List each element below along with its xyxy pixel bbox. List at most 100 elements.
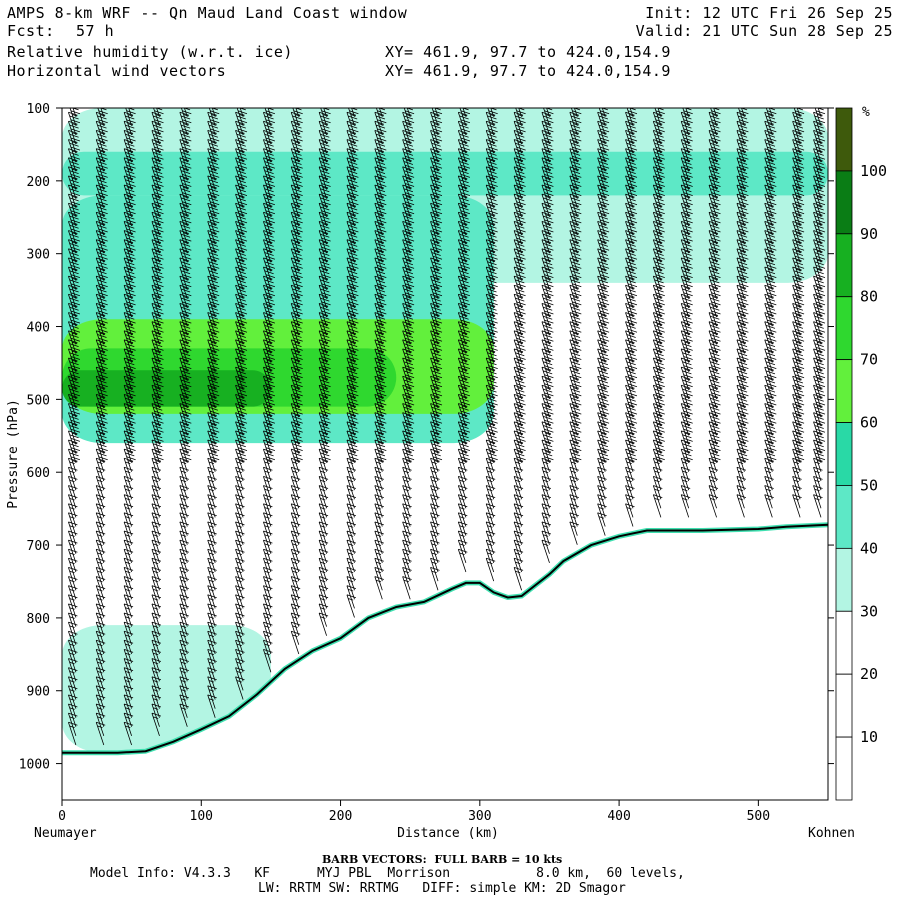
wind-barb: [513, 284, 526, 309]
wind-barb: [179, 284, 192, 309]
wind-barb: [457, 120, 471, 145]
wind-barb: [235, 130, 248, 154]
wind-barb: [346, 303, 359, 327]
wind-barb: [402, 375, 415, 400]
wind-barb: [374, 366, 387, 391]
wind-barb: [151, 557, 162, 582]
wind-barb: [625, 430, 638, 454]
wind-barb: [179, 239, 192, 263]
wind-barb: [123, 266, 136, 290]
wind-barb: [813, 157, 826, 181]
wind-barb: [680, 466, 691, 491]
wind-barb: [318, 466, 329, 491]
wind-barb: [792, 303, 805, 327]
wind-barb: [263, 639, 273, 664]
wind-barb: [430, 312, 443, 336]
wind-barb: [597, 130, 610, 154]
wind-barb: [792, 248, 805, 272]
wind-barb: [569, 366, 582, 391]
wind-barb: [625, 275, 638, 299]
wind-barb: [68, 193, 81, 218]
wind-barb: [597, 421, 610, 445]
wind-barb: [813, 348, 826, 372]
wind-barb: [513, 448, 526, 472]
wind-barb: [813, 394, 826, 418]
wind-barb: [680, 375, 693, 400]
wind-barb: [151, 457, 162, 482]
wind-barb: [374, 403, 387, 427]
wind-barb: [513, 503, 524, 527]
wind-barb: [597, 366, 610, 391]
wind-barb: [813, 457, 823, 482]
wind-barb: [207, 539, 217, 564]
wind-barb: [123, 321, 136, 345]
wind-barb: [95, 494, 106, 518]
wind-barb: [736, 175, 749, 199]
wind-barb: [569, 239, 582, 263]
wind-barb: [235, 111, 248, 136]
wind-barb: [374, 111, 387, 136]
wind-barb: [151, 248, 164, 272]
wind-barb: [263, 330, 276, 354]
wind-barb: [263, 275, 276, 299]
wind-barb: [68, 439, 81, 463]
wind-barb: [374, 330, 387, 354]
wind-barb: [235, 321, 248, 345]
wind-barb: [402, 421, 415, 445]
wind-barb: [764, 375, 777, 400]
wind-barb: [736, 257, 749, 281]
wind-barb: [736, 375, 749, 400]
wind-barb: [457, 439, 471, 463]
wind-barb: [318, 130, 331, 154]
wind-barb: [151, 275, 164, 299]
wind-barb: [708, 221, 721, 245]
wind-barb: [123, 703, 134, 727]
wind-barb: [430, 193, 443, 218]
wind-barb: [179, 321, 192, 345]
wind-barb: [290, 130, 303, 154]
wind-barb: [569, 166, 582, 190]
wind-barb: [235, 284, 248, 309]
wind-barb: [179, 421, 192, 445]
wind-barb: [736, 148, 749, 172]
wind-barb: [68, 676, 78, 700]
wind-barb: [179, 111, 192, 136]
model-info-line1: Model Info: V4.3.3 KF MYJ PBL Morrison 8…: [90, 866, 685, 881]
wind-barb: [485, 111, 498, 136]
wind-barb: [792, 466, 802, 491]
wind-barb: [235, 457, 245, 482]
wind-barb: [151, 230, 164, 254]
colorbar-tick-label: 10: [860, 728, 878, 746]
wind-barb: [513, 348, 526, 372]
x-tick-label: 500: [747, 809, 770, 824]
wind-barb: [402, 266, 415, 290]
wind-barb: [318, 166, 331, 190]
wind-barb: [430, 548, 440, 573]
wind-barb: [263, 384, 276, 409]
wind-barb: [290, 193, 303, 218]
wind-barb: [485, 457, 496, 482]
wind-barb: [513, 330, 526, 354]
wind-barb: [179, 512, 189, 536]
wind-barb: [569, 266, 582, 290]
wind-barb: [123, 658, 134, 682]
wind-barb: [374, 321, 387, 345]
wind-barb: [151, 630, 162, 655]
wind-barb: [457, 403, 471, 427]
colorbar-tick-label: 70: [860, 351, 878, 369]
wind-barb: [764, 384, 777, 409]
wind-barb: [680, 321, 693, 345]
wind-barb: [736, 230, 749, 254]
wind-barb: [151, 594, 162, 618]
wind-barb: [625, 421, 638, 445]
wind-barb: [569, 521, 579, 545]
wind-barb: [318, 348, 331, 372]
wind-barb: [402, 193, 415, 218]
wind-barb: [736, 348, 749, 372]
wind-barb: [513, 439, 526, 463]
wind-barb: [569, 485, 579, 509]
colorbar-tick-label: 50: [860, 476, 878, 494]
wind-barb: [708, 366, 721, 391]
wind-barb: [346, 193, 359, 218]
wind-barb: [513, 557, 524, 582]
